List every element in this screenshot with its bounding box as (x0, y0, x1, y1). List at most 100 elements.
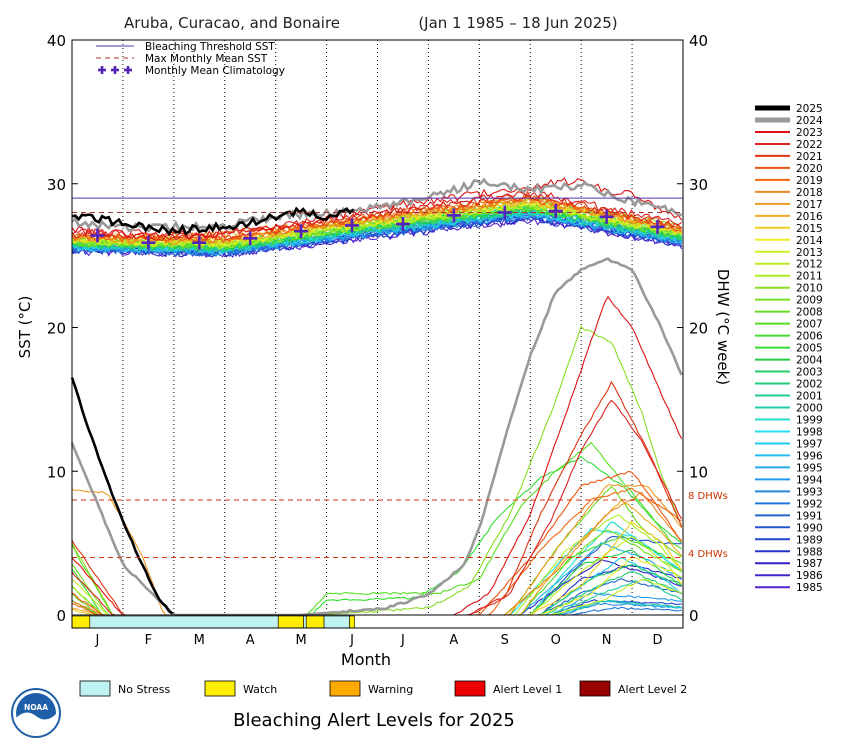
dhw-line-1998 (72, 527, 683, 616)
dhw-line-2023 (71, 295, 683, 616)
alert-legend-label: Watch (243, 683, 277, 696)
year-legend-label: 2021 (796, 151, 823, 163)
legend-climatology-swatch (98, 66, 132, 74)
sst-line-2008 (71, 203, 682, 251)
year-legend-label: 2006 (796, 331, 823, 343)
year-legend-label: 2015 (796, 223, 823, 235)
dhw-lines (70, 257, 683, 617)
month-grid (122, 40, 633, 615)
sst-line-2021 (71, 190, 683, 241)
sst-line-2024 (71, 177, 682, 233)
sst-line-2022 (71, 191, 683, 239)
year-legend-label: 1993 (796, 486, 823, 498)
y-axis-right-title: DHW (°C week) (714, 269, 732, 385)
x-tick-label: O (551, 633, 561, 648)
dhw-line-2017 (71, 484, 683, 616)
year-legend-label: 1990 (796, 522, 823, 534)
x-tick-label: J (95, 633, 100, 648)
alert-legend-swatch (579, 680, 611, 697)
x-tick-label: A (449, 633, 458, 648)
year-legend-label: 2009 (796, 295, 823, 307)
legend-plus-marker (124, 66, 132, 74)
climatology-marker (90, 228, 105, 243)
y-tick-label-left: 0 (56, 607, 66, 625)
alert-bar-segment (277, 615, 304, 629)
x-tick-label: M (296, 633, 307, 648)
year-legend-label: 1985 (796, 582, 823, 594)
chart-title: Aruba, Curacao, and Bonaire (124, 14, 340, 32)
sst-lines (71, 177, 683, 258)
year-legend-label: 2014 (796, 235, 823, 247)
year-legend-label: 1999 (796, 414, 823, 426)
year-legend-label: 2010 (796, 283, 823, 295)
dhw-line-2010 (71, 325, 683, 616)
alert-bar-segment (305, 615, 325, 629)
alert-legend-label: Alert Level 2 (618, 683, 687, 696)
year-legend-label: 1998 (796, 426, 823, 438)
sst-line-2025 (71, 206, 355, 237)
legend-climatology-label: Monthly Mean Climatology (145, 65, 285, 77)
climatology-markers (90, 204, 665, 250)
y-tick-label-right: 30 (689, 176, 708, 194)
alert-legend-swatch (329, 680, 361, 697)
y-tick-label-right: 0 (689, 607, 699, 625)
climatology-marker (141, 235, 156, 250)
noaa-logo-icon: NOAA (11, 688, 61, 738)
year-legend-label: 1995 (796, 462, 823, 474)
climatology-marker (243, 231, 258, 246)
year-legend-label: 2017 (796, 199, 823, 211)
sst-line-2020 (71, 193, 682, 242)
axes: J F M A M J J A S O N D 0 0 10 10 20 20 30 30 40 40 (47, 32, 708, 648)
year-legend-label: 2008 (796, 307, 823, 319)
y-axis-left-title: SST (°C) (16, 296, 34, 359)
year-legend-label: 1987 (796, 558, 823, 570)
alert-legend-swatch (79, 680, 111, 697)
year-legend-label: 2019 (796, 175, 823, 187)
x-tick-label: J (400, 633, 405, 648)
alert-legend-swatch (204, 680, 236, 697)
year-legend: 2025202420232022202120202019201820172016… (755, 103, 823, 594)
year-legend-label: 1997 (796, 438, 823, 450)
year-legend-label: 2024 (796, 115, 823, 127)
line-legend: Bleaching Threshold SST Max Monthly Mean… (96, 41, 285, 77)
legend-threshold-label: Bleaching Threshold SST (145, 41, 275, 53)
alert-legend: No Stress Watch Warning Alert Level 1 Alert … (79, 680, 687, 697)
chart-date-range: (Jan 1 1985 – 18 Jun 2025) (418, 14, 617, 32)
y-tick-label-left: 40 (47, 32, 66, 50)
alert-legend-label: Warning (368, 683, 413, 696)
climatology-marker (395, 217, 410, 231)
alert-legend-title: Bleaching Alert Levels for 2025 (233, 710, 515, 731)
x-tick-label: S (501, 633, 509, 648)
year-legend-label: 2020 (796, 163, 823, 175)
alert-legend-label: Alert Level 1 (493, 683, 562, 696)
sst-line-2019 (71, 194, 682, 244)
year-legend-label: 2023 (796, 127, 823, 139)
x-tick-label: D (653, 633, 663, 648)
climatology-marker (294, 224, 309, 239)
year-legend-label: 1992 (796, 498, 823, 510)
year-legend-label: 2013 (796, 247, 823, 259)
climatology-marker (345, 218, 360, 233)
alert-bar-segment (349, 615, 355, 629)
legend-plus-marker (111, 66, 119, 74)
alert-bar-segment (323, 615, 350, 629)
year-legend-label: 2003 (796, 367, 823, 379)
climatology-marker (599, 209, 614, 224)
year-legend-label: 1986 (796, 570, 823, 582)
year-legend-label: 1996 (796, 450, 823, 462)
y-tick-label-left: 20 (47, 320, 66, 338)
year-legend-label: 2001 (796, 391, 823, 403)
noaa-logo-text: NOAA (24, 703, 48, 712)
year-legend-label: 1994 (796, 474, 823, 486)
year-legend-label: 2018 (796, 187, 823, 199)
year-legend-label: 2016 (796, 211, 823, 223)
alert-bar (71, 615, 355, 629)
plot-frame (71, 39, 684, 629)
climatology-marker (548, 204, 563, 219)
year-legend-label: 1989 (796, 534, 823, 546)
year-legend-label: 2000 (796, 403, 823, 415)
sst-line-2023 (71, 177, 683, 242)
y-tick-label-right: 20 (689, 320, 708, 338)
x-axis-title: Month (341, 650, 391, 669)
